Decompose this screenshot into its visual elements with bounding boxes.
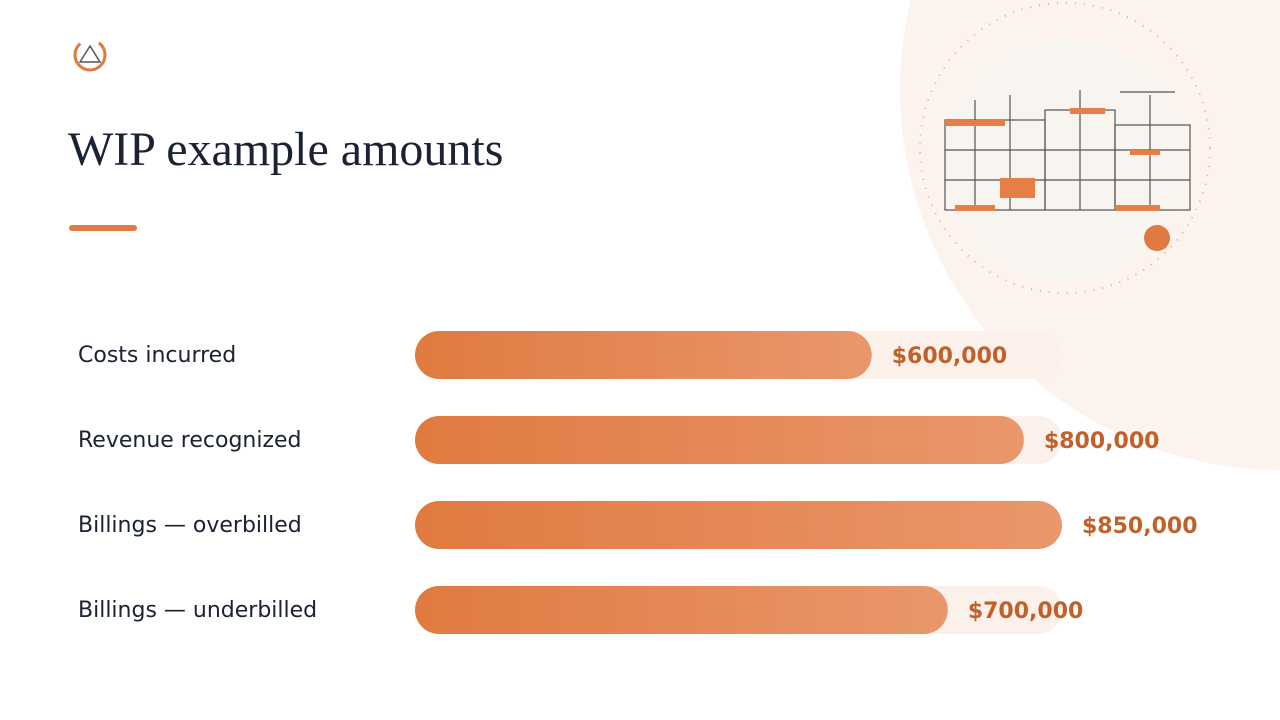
bar (415, 501, 1062, 549)
bar (415, 416, 1024, 464)
chart-title: WIP example amounts (68, 123, 503, 176)
value-label: $800,000 (1044, 429, 1160, 454)
decoration (69, 0, 1280, 470)
value-label: $700,000 (968, 599, 1084, 624)
category-label: Revenue recognized (78, 428, 302, 453)
category-label: Billings — overbilled (78, 513, 302, 538)
category-label: Costs incurred (78, 343, 236, 368)
value-label: $850,000 (1082, 514, 1198, 539)
bar (415, 586, 948, 634)
category-label: Billings — underbilled (78, 598, 317, 623)
value-label: $600,000 (892, 344, 1008, 369)
bar (415, 331, 872, 379)
